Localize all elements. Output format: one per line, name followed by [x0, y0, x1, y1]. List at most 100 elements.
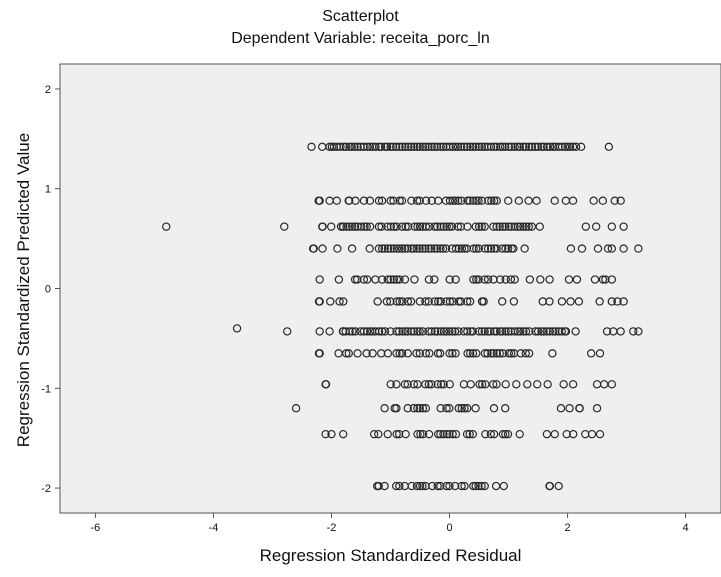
data-point	[576, 142, 586, 152]
data-point	[382, 142, 392, 152]
data-point	[329, 142, 339, 152]
data-point	[519, 327, 528, 336]
data-point	[309, 244, 318, 253]
data-point	[466, 380, 475, 389]
data-point	[466, 142, 475, 152]
data-point	[394, 327, 404, 336]
data-point	[595, 429, 605, 439]
data-point	[412, 244, 421, 253]
data-point	[613, 297, 622, 306]
data-point	[489, 349, 498, 358]
data-point	[383, 429, 392, 439]
data-point	[353, 142, 362, 152]
data-point	[363, 275, 372, 284]
data-point	[427, 244, 436, 253]
data-point	[427, 142, 436, 152]
data-point	[460, 142, 469, 152]
data-point	[501, 275, 510, 284]
data-point	[326, 297, 335, 306]
data-point	[359, 327, 369, 336]
data-point	[465, 297, 475, 306]
data-point	[524, 222, 533, 231]
data-point	[380, 404, 389, 413]
data-point	[489, 196, 499, 205]
data-point	[415, 222, 425, 231]
data-point	[415, 349, 425, 358]
data-point	[504, 222, 514, 231]
data-point	[447, 222, 457, 231]
data-point	[341, 142, 351, 152]
data-point	[559, 380, 568, 389]
data-point	[427, 327, 436, 336]
data-point	[523, 380, 532, 389]
data-point	[453, 222, 463, 231]
data-point	[403, 222, 413, 231]
data-point	[557, 297, 567, 306]
data-point	[442, 327, 451, 336]
x-tick-label: 2	[564, 522, 570, 534]
data-point	[619, 297, 628, 306]
data-point	[439, 327, 449, 336]
data-point	[490, 244, 499, 253]
y-tick-label: 0	[45, 284, 51, 296]
data-point	[602, 327, 612, 336]
data-point	[483, 275, 493, 284]
data-point	[474, 327, 484, 336]
data-point	[462, 297, 472, 306]
data-point	[498, 222, 507, 231]
data-point	[474, 275, 483, 284]
data-point	[448, 142, 458, 152]
data-point	[389, 275, 399, 284]
data-point	[401, 222, 410, 231]
data-point	[475, 380, 484, 389]
data-point	[418, 404, 428, 413]
data-point	[571, 142, 581, 152]
data-point	[424, 244, 433, 253]
data-point	[535, 222, 544, 231]
data-point	[489, 429, 499, 439]
data-point	[581, 429, 590, 439]
data-point	[398, 297, 407, 306]
data-point	[398, 142, 407, 152]
data-point	[487, 196, 496, 205]
data-point	[445, 142, 454, 152]
data-point	[380, 481, 389, 491]
data-point	[365, 142, 375, 152]
data-point	[509, 244, 518, 253]
data-point	[550, 429, 559, 439]
data-point	[415, 404, 424, 413]
data-point	[439, 142, 448, 152]
data-point	[533, 142, 543, 152]
data-point	[344, 349, 353, 358]
data-point	[554, 481, 563, 491]
data-point	[425, 222, 434, 231]
x-tick-label: 4	[683, 522, 689, 534]
data-point	[383, 349, 393, 358]
data-point	[469, 244, 478, 253]
data-point	[280, 222, 289, 231]
data-point	[374, 244, 384, 253]
data-point	[436, 222, 445, 231]
data-point	[350, 222, 360, 231]
data-point	[492, 327, 501, 336]
data-point	[318, 222, 327, 231]
data-point	[607, 275, 617, 284]
data-point	[421, 222, 431, 231]
data-point	[497, 244, 507, 253]
data-point	[374, 196, 384, 205]
data-point	[434, 297, 443, 306]
data-point	[430, 244, 439, 253]
data-point	[453, 142, 463, 152]
data-point	[480, 244, 490, 253]
data-point	[403, 297, 413, 306]
data-point	[591, 222, 601, 231]
data-point	[607, 244, 617, 253]
data-point	[386, 297, 395, 306]
x-axis-label: Regression Standardized Residual	[259, 546, 522, 565]
data-point	[456, 297, 466, 306]
data-point	[336, 142, 345, 152]
data-point	[430, 222, 439, 231]
data-point	[492, 142, 501, 152]
data-point	[542, 429, 552, 439]
